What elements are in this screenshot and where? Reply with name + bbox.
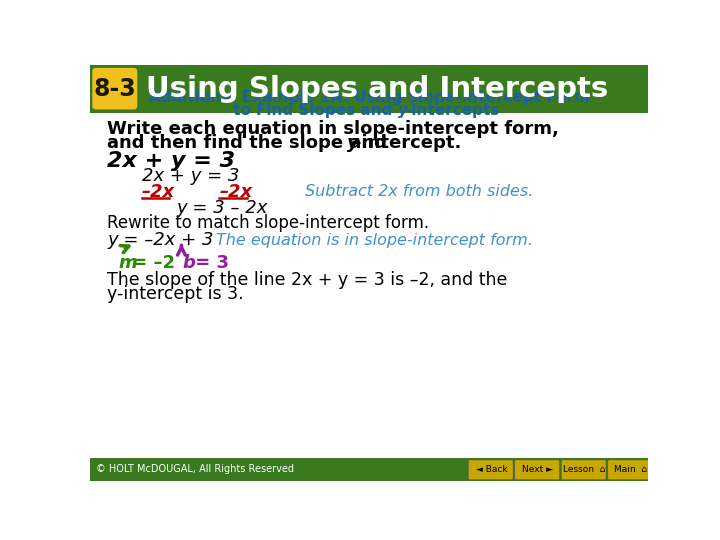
Text: Additional Example 2A: Using Slope-Intercept Form: Additional Example 2A: Using Slope-Inter… (148, 90, 590, 105)
FancyBboxPatch shape (92, 68, 138, 110)
Text: b: b (182, 254, 195, 272)
Text: y = –2x + 3: y = –2x + 3 (107, 231, 214, 249)
FancyBboxPatch shape (515, 460, 559, 480)
Text: -intercepts: -intercepts (405, 104, 499, 118)
Text: y-intercept is 3.: y-intercept is 3. (107, 285, 243, 303)
Text: 8-3: 8-3 (94, 77, 136, 100)
Text: Main  ⌂: Main ⌂ (614, 464, 647, 474)
Text: m: m (119, 254, 138, 272)
Text: -intercept.: -intercept. (354, 133, 462, 152)
Text: ◄ Back: ◄ Back (476, 464, 508, 474)
FancyBboxPatch shape (90, 457, 648, 481)
FancyBboxPatch shape (90, 65, 648, 112)
Text: –2x: –2x (142, 183, 175, 201)
Text: Next ►: Next ► (523, 464, 554, 474)
Text: Lesson  ⌂: Lesson ⌂ (563, 464, 606, 474)
Text: 2x + y = 3: 2x + y = 3 (142, 167, 240, 185)
Text: = 3: = 3 (189, 254, 229, 272)
FancyBboxPatch shape (561, 460, 606, 480)
Text: Subtract 2x from both sides.: Subtract 2x from both sides. (305, 184, 533, 199)
Text: The equation is in slope-intercept form.: The equation is in slope-intercept form. (215, 233, 532, 248)
Text: 2x + y = 3: 2x + y = 3 (107, 151, 235, 171)
FancyBboxPatch shape (468, 460, 513, 480)
Text: © HOLT McDOUGAL, All Rights Reserved: © HOLT McDOUGAL, All Rights Reserved (96, 464, 294, 474)
Text: –2x: –2x (220, 183, 253, 201)
Text: y: y (347, 133, 359, 152)
Text: y: y (397, 104, 408, 118)
Text: Rewrite to match slope-intercept form.: Rewrite to match slope-intercept form. (107, 214, 429, 232)
Text: Using Slopes and Intercepts: Using Slopes and Intercepts (145, 75, 608, 103)
Text: = –2: = –2 (126, 254, 175, 272)
Text: and then find the slope and: and then find the slope and (107, 133, 393, 152)
Text: y = 3 – 2x: y = 3 – 2x (177, 199, 268, 217)
FancyBboxPatch shape (608, 460, 652, 480)
Text: Write each equation in slope-intercept form,: Write each equation in slope-intercept f… (107, 120, 559, 138)
Text: to Find Slopes and: to Find Slopes and (233, 104, 398, 118)
Text: The slope of the line 2x + y = 3 is –2, and the: The slope of the line 2x + y = 3 is –2, … (107, 272, 508, 289)
